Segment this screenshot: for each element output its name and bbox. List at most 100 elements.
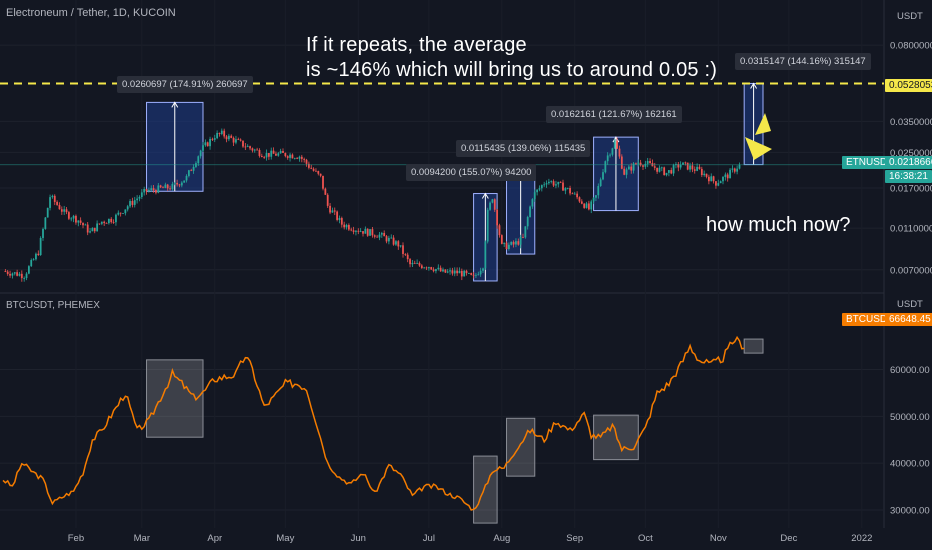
x-tick-label: 2022 (851, 533, 872, 544)
candle-body (35, 253, 37, 260)
candle-body (96, 223, 99, 232)
candle-body (157, 185, 160, 193)
candle-body (620, 156, 623, 169)
top-currency-label: USDT (897, 11, 923, 22)
candle-body (56, 201, 59, 205)
candle-body (646, 161, 649, 164)
candle-body (418, 263, 421, 266)
candle-body (460, 270, 463, 277)
candle-body (449, 270, 451, 272)
candle-body (585, 203, 588, 208)
candle-body (616, 140, 619, 149)
candle-body (573, 193, 576, 195)
candle-body (197, 156, 200, 164)
candle-body (465, 270, 468, 274)
candle-body (270, 150, 273, 157)
candle-body (649, 161, 651, 164)
candle-body (479, 270, 482, 275)
candle-body (564, 188, 567, 191)
candle-body (136, 198, 139, 201)
candle-body (524, 226, 527, 238)
candle-body (550, 181, 553, 183)
candle-body (18, 273, 21, 276)
rally-label-aug: 0.0115435 (139.06%) 115435 (456, 140, 591, 157)
rally-label-sep: 0.0162161 (121.67%) 162161 (546, 106, 682, 123)
rally-arrowhead-4 (750, 82, 758, 89)
candle-body (644, 163, 647, 167)
candle-body (296, 158, 299, 159)
candle-body (552, 181, 555, 186)
candle-body (307, 163, 310, 168)
candle-body (251, 148, 254, 151)
top-y-tick-label: 0.0170000 (890, 183, 932, 194)
candle-body (677, 164, 680, 168)
btc-highlight-box-0 (146, 359, 204, 438)
candle-body (202, 145, 204, 151)
candle-body (456, 270, 459, 274)
candle-body (173, 182, 176, 184)
candle-body (529, 206, 531, 218)
candle-body (126, 206, 129, 210)
top-y-tick-label: 0.0800000 (890, 41, 932, 52)
candle-body (317, 171, 320, 174)
candle-body (338, 218, 341, 220)
candle-body (72, 215, 75, 219)
candle-body (117, 212, 120, 215)
candle-body (282, 151, 284, 153)
top-symbol-title: Electroneum / Tether, 1D, KUCOIN (6, 7, 176, 19)
candle-body (510, 241, 513, 245)
candle-body (166, 184, 169, 189)
candle-body (395, 241, 397, 245)
candle-body (420, 265, 423, 269)
candle-body (263, 156, 266, 158)
candle-body (383, 232, 386, 237)
candle-body (722, 176, 724, 182)
candle-body (444, 269, 447, 273)
candle-body (399, 245, 402, 247)
candle-body (599, 179, 602, 187)
candle-body (140, 192, 143, 198)
candle-body (555, 184, 557, 186)
candle-body (376, 236, 379, 238)
candle-body (103, 221, 106, 224)
candle-body (597, 186, 600, 196)
candle-body (190, 170, 193, 172)
candle-body (369, 229, 371, 236)
candle-body (98, 223, 101, 225)
candle-body (453, 270, 456, 274)
candle-body (237, 139, 240, 141)
candle-body (658, 167, 661, 172)
candle-body (559, 181, 562, 183)
candle-body (625, 169, 628, 175)
btc-price-line (2, 335, 745, 511)
etn-candles (4, 128, 741, 282)
candle-body (265, 153, 268, 158)
candle-body (53, 195, 56, 202)
candle-body (630, 166, 633, 171)
candle-body (364, 228, 367, 234)
candle-body (611, 148, 614, 155)
candle-body (475, 274, 477, 276)
candle-body (25, 273, 28, 279)
candle-body (220, 130, 223, 134)
rally-label-jul: 0.0094200 (155.07%) 94200 (406, 164, 537, 181)
candle-body (731, 168, 734, 170)
candle-body (512, 241, 515, 245)
candle-body (187, 170, 190, 176)
candle-body (663, 167, 666, 176)
candle-body (67, 212, 70, 219)
candle-body (430, 267, 433, 270)
candle-body (623, 168, 626, 175)
candle-body (180, 182, 183, 186)
candle-body (496, 209, 499, 226)
candle-body (239, 139, 242, 141)
candle-body (505, 242, 508, 250)
candle-body (322, 175, 324, 189)
candle-body (531, 199, 534, 207)
candle-body (522, 237, 524, 238)
candle-body (298, 156, 301, 159)
candle-body (164, 184, 167, 189)
candle-body (105, 223, 108, 224)
candle-body (571, 193, 574, 195)
candle-body (604, 161, 607, 173)
